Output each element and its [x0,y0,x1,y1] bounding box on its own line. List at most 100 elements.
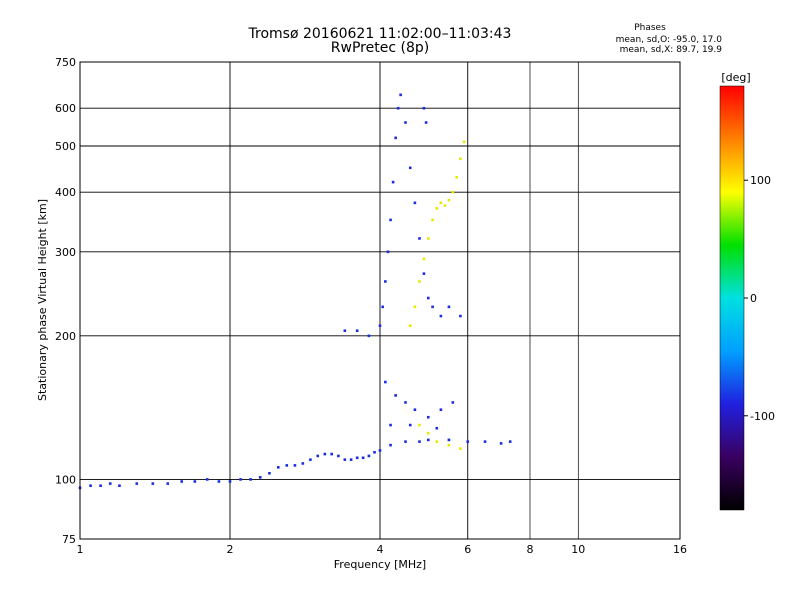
x-tick-label: 6 [464,543,471,556]
data-point-x [435,440,439,443]
data-point-x [451,190,455,194]
x-tick-label: 1 [77,543,84,556]
y-tick-label: 400 [55,186,76,199]
data-point-o [228,480,232,483]
data-point-o [389,443,392,447]
y-tick-label: 500 [55,140,76,153]
data-point-o [408,166,412,170]
data-point-o [413,408,417,412]
data-point-x [426,237,430,240]
data-point-x [426,431,430,435]
data-point-x [431,218,434,222]
chart-title: Tromsø 20160621 11:02:00–11:03:43 [248,26,512,42]
data-point-o [499,442,503,445]
data-point-o [418,237,421,240]
data-point-o [239,478,242,481]
data-point-o [285,464,289,467]
data-point-o [439,314,443,318]
colorbar-tick-label: -100 [750,410,775,423]
data-point-x [408,324,412,328]
data-point-o [381,305,384,309]
data-point-o [466,440,470,443]
data-point-o [413,201,417,205]
data-point-x [447,198,451,202]
data-point-x [459,447,462,450]
data-point-o [422,106,426,110]
data-point-x [443,204,447,207]
data-point-o [408,423,412,427]
data-point-x [418,280,421,283]
colorbar-label: [deg] [721,71,750,84]
x-tick-label: 8 [527,543,534,556]
y-tick-label: 600 [55,102,76,115]
data-point-o [316,454,320,458]
x-tick-label: 10 [571,543,585,556]
data-point-x [462,140,466,144]
data-point-o [459,314,462,318]
data-point-o [349,458,353,461]
data-point-o [386,250,390,254]
y-tick-label: 100 [55,473,76,486]
data-point-o [378,324,382,328]
data-point-o [301,462,305,465]
data-point-o [396,106,400,110]
y-tick-label: 200 [55,330,76,343]
data-point-o [447,305,451,309]
data-point-o [337,454,340,458]
data-points [78,93,512,490]
data-point-o [422,272,426,275]
colorbar-tick-label: 0 [750,292,757,305]
data-point-o [404,440,407,443]
data-point-o [373,450,376,454]
x-tick-label: 4 [377,543,384,556]
data-point-o [193,480,197,483]
data-point-o [426,296,430,300]
colorbar-ticks: 100 0 -100 [744,174,775,423]
grid-lines [80,62,680,539]
x-tick-label: 2 [227,543,234,556]
y-axis-label: Stationary phase Virtual Height [km] [36,199,49,401]
data-point-o [451,401,455,404]
data-point-o [418,440,421,443]
data-point-o [258,476,262,479]
data-point-o [309,458,312,461]
data-point-o [439,408,443,412]
data-point-o [361,456,365,460]
phase-stats-x: mean, sd,X: 89.7, 19.9 [620,45,723,55]
data-point-o [378,449,382,452]
data-point-x [435,207,439,210]
data-point-o [384,380,387,384]
data-point-o [276,466,280,469]
data-point-o [426,415,430,419]
data-point-o [180,480,184,483]
data-point-o [391,180,395,184]
data-point-o [394,394,397,397]
data-point-o [508,440,512,443]
data-point-o [384,280,387,283]
y-tick-labels: 75 100 200 300 400 500 600 750 [55,56,76,546]
x-tick-label: 16 [673,543,687,556]
data-point-o [217,480,221,483]
data-point-o [355,456,359,460]
y-tick-label: 750 [55,56,76,69]
y-tick-label: 300 [55,246,76,259]
data-point-o [435,426,439,430]
data-point-o [424,121,428,124]
data-point-o [205,478,209,481]
data-point-x [439,201,443,205]
data-point-o [330,452,334,456]
data-point-o [89,484,92,488]
data-point-o [166,482,170,485]
data-point-o [118,484,121,488]
data-point-o [404,401,407,404]
data-point-x [447,443,451,447]
y-tick-label: 75 [62,533,76,546]
data-point-o [426,438,430,442]
data-point-o [151,482,155,485]
data-point-o [323,452,327,456]
data-point-o [268,471,271,475]
data-point-o [367,334,371,338]
data-point-o [447,438,451,442]
